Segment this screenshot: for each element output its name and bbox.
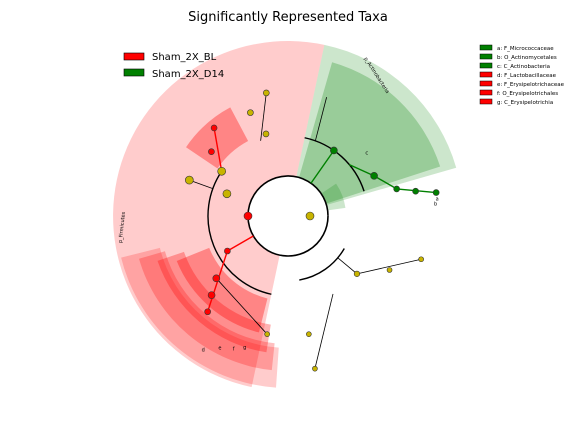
node-yellow-root bbox=[353, 270, 361, 277]
taxa-legend-swatch-3 bbox=[479, 62, 493, 69]
node-e-erysipelotrichaceae bbox=[207, 291, 216, 299]
node-lacto-a bbox=[208, 148, 215, 156]
taxa-legend: a: F_Micrococcaceae b: O_Actinomycetalesc… bbox=[479, 44, 565, 106]
arc-firmicutes bbox=[207, 170, 272, 295]
clade-sectors bbox=[113, 41, 457, 388]
clade-letter-a: a bbox=[436, 196, 439, 202]
node-center bbox=[305, 211, 315, 221]
node-a-micrococcaceae bbox=[393, 185, 400, 193]
sector-b bbox=[321, 183, 346, 211]
legend-label-bl: Sham_2X_BL bbox=[152, 52, 217, 63]
branch-2 bbox=[348, 163, 375, 177]
sector-d bbox=[176, 247, 268, 333]
node-clostridia-leaf2 bbox=[262, 89, 270, 97]
legend-label-d14: Sham_2X_D14 bbox=[152, 69, 224, 80]
taxa-legend-swatch-2 bbox=[479, 53, 493, 60]
node-firmicutes-branch bbox=[222, 189, 232, 199]
node-d-lactobacillaceae bbox=[204, 308, 211, 316]
sector-e bbox=[157, 251, 271, 353]
legend-swatch-bl bbox=[123, 52, 145, 61]
branch-5 bbox=[314, 97, 328, 141]
clade-letter-c: c bbox=[365, 150, 368, 156]
taxa-legend-swatch-6 bbox=[479, 89, 493, 96]
sector-c bbox=[299, 62, 441, 204]
taxa-legend-label-5: e: F_Erysipelotrichaceae bbox=[497, 82, 565, 88]
node-leaf-green2 bbox=[432, 189, 440, 196]
taxa-legend-label-2: b: O_Actinomycetales bbox=[497, 55, 557, 61]
arc-proteobacteria bbox=[299, 248, 345, 281]
branch-7 bbox=[356, 258, 422, 275]
taxa-legend-swatch-7 bbox=[479, 98, 493, 105]
node-bacilli-leaf bbox=[185, 175, 194, 185]
node-yellow5 bbox=[264, 331, 270, 337]
chart-title: Significantly Represented Taxa bbox=[188, 10, 388, 25]
branch-8 bbox=[314, 293, 334, 369]
branch-3 bbox=[373, 175, 398, 190]
clade-letter-b: b bbox=[434, 202, 437, 208]
taxa-legend-label-6: f: O_Erysipelotrichales bbox=[497, 91, 558, 97]
clade-letter-e: e bbox=[218, 346, 221, 352]
phylum-label-1: p_Firmicutes bbox=[118, 211, 127, 243]
node-bacilli bbox=[217, 166, 226, 176]
taxa-legend-label-4: d: F_Lactobacillaceae bbox=[497, 73, 557, 79]
group-legend: Sham_2X_BL Sham_2X_D14 bbox=[123, 52, 224, 80]
branch-1 bbox=[310, 150, 335, 184]
taxa-legend-swatch-5 bbox=[479, 80, 493, 87]
sector-actinobacteria bbox=[296, 44, 457, 205]
sector-firmicutes bbox=[113, 41, 325, 388]
branch-9 bbox=[227, 235, 254, 252]
sector-g bbox=[121, 247, 279, 388]
node-b-actinomycetales bbox=[370, 172, 378, 180]
node-clostridia bbox=[262, 130, 270, 138]
arc-actinobacteria bbox=[304, 137, 365, 192]
node-clostridia-leaf1 bbox=[247, 109, 254, 116]
sector-bacilli bbox=[186, 107, 249, 169]
clade-letter-g: g bbox=[243, 345, 246, 351]
root-circle bbox=[247, 175, 329, 257]
node-f-erysipelotrichales bbox=[212, 274, 221, 283]
clade-letter-f: f bbox=[233, 346, 235, 352]
node-g-erysipelotrichia bbox=[224, 247, 231, 255]
branch-13 bbox=[213, 127, 223, 172]
branch-11 bbox=[216, 278, 268, 335]
sector-f bbox=[139, 251, 275, 371]
tree-branches bbox=[189, 92, 437, 369]
tree-nodes bbox=[185, 89, 440, 372]
branch-14 bbox=[260, 92, 267, 141]
node-yellow1 bbox=[386, 267, 393, 273]
legend-swatch-d14 bbox=[123, 68, 145, 77]
node-yellow3 bbox=[418, 256, 424, 263]
node-lacto-b bbox=[210, 124, 218, 132]
clade-letter-d: d bbox=[202, 348, 205, 354]
taxa-legend-label-7: g: C_Erysipelotrichia bbox=[497, 100, 553, 106]
branch-6 bbox=[337, 257, 358, 275]
taxa-legend-label-1: a: F_Micrococcaceae bbox=[497, 46, 554, 52]
node-leaf-green1 bbox=[412, 187, 419, 195]
node-yellow2 bbox=[306, 331, 312, 337]
node-yellow4 bbox=[312, 365, 318, 372]
node-firmicutes bbox=[243, 211, 253, 221]
node-c-actinobacteria bbox=[330, 146, 338, 155]
taxa-legend-swatch-1 bbox=[479, 44, 493, 51]
taxa-legend-label-3: c: C_Actinobacteria bbox=[497, 64, 550, 70]
taxa-legend-swatch-4 bbox=[479, 71, 493, 78]
